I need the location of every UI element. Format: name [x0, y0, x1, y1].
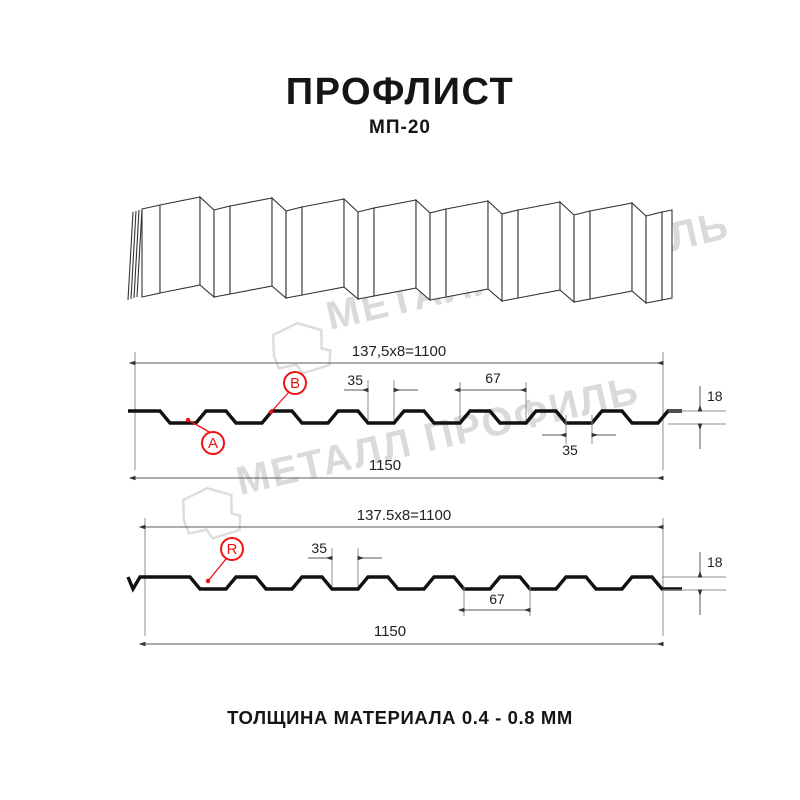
- dimension-bottom-label: 1150: [369, 457, 401, 474]
- dimension-rib-pitch-label: 67: [489, 591, 505, 607]
- dimension-bottom-label: 1150: [374, 623, 406, 640]
- dimension-height-label: 18: [707, 388, 723, 404]
- iso-rib: [357, 198, 431, 302]
- iso-rib: [429, 199, 503, 303]
- section-view-r: 137.5x8=1100 35 67 18 1150 R: [126, 507, 726, 647]
- callout-marker-circle: [201, 431, 225, 455]
- callout-marker-circle: [220, 537, 244, 561]
- iso-rib: [573, 201, 647, 305]
- dimension-rib-bottom-label: 35: [562, 442, 578, 458]
- watermark-logo-icon: [271, 321, 332, 375]
- material-thickness-note: ТОЛЩИНА МАТЕРИАЛА 0.4 - 0.8 ММ: [227, 707, 573, 728]
- iso-rib: [501, 200, 575, 304]
- callout-label: B: [290, 375, 300, 392]
- isometric-profile-view: [127, 195, 673, 305]
- iso-rib: [213, 196, 287, 300]
- callout-label: A: [208, 435, 218, 452]
- callout-label: R: [227, 541, 238, 558]
- iso-rib: [141, 195, 215, 299]
- page-title: ПРОФЛИСТ: [286, 71, 514, 113]
- section-view-a: 137,5x8=1100 35 67 35 18 1150: [128, 343, 726, 481]
- callout-a: A: [185, 417, 225, 455]
- profile-section-a: [128, 409, 682, 425]
- profile-section-r: [126, 575, 682, 593]
- dimension-rib-top-label: 35: [311, 540, 327, 556]
- dimension-top-label: 137,5x8=1100: [352, 343, 446, 360]
- iso-rib: [645, 209, 673, 304]
- callout-b: B: [268, 371, 307, 415]
- callout-marker-circle: [283, 371, 307, 395]
- dimension-rib-pitch-label: 67: [485, 370, 501, 386]
- page-subtitle: МП-20: [369, 117, 431, 138]
- iso-rib: [285, 197, 359, 301]
- callout-r: R: [205, 537, 244, 584]
- dimension-height-label: 18: [707, 554, 723, 570]
- dimension-rib-top-label: 35: [347, 372, 363, 388]
- watermark-logo-icon: [181, 486, 242, 540]
- dimension-top-label: 137.5x8=1100: [357, 507, 451, 524]
